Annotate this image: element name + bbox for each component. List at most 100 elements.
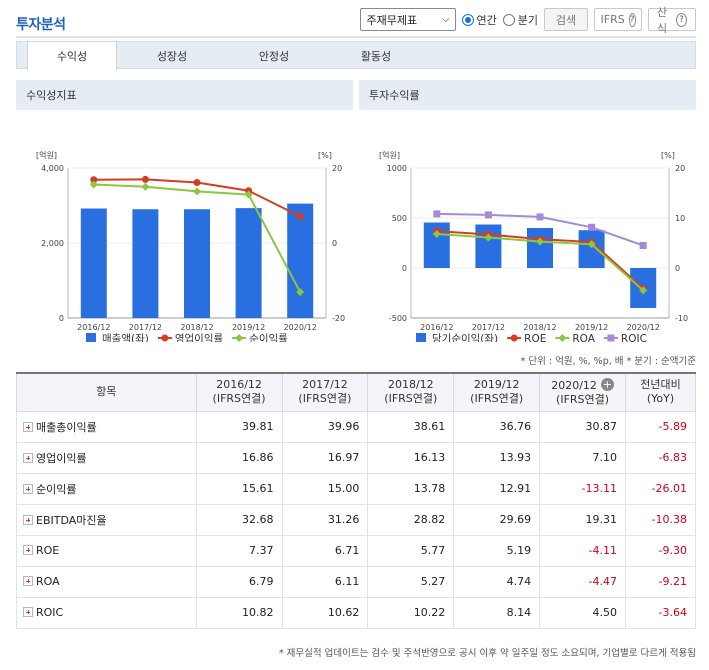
data-point (433, 210, 441, 218)
y-right-tick-label: 0 (332, 239, 337, 248)
search-button-label: 검색 (555, 13, 577, 27)
radio-annual-label: 연간 (476, 13, 497, 27)
ifrs-help-button[interactable]: IFRS ? (594, 8, 642, 31)
x-tick-label: 2020/12 (284, 323, 317, 332)
footer-note: * 재무실적 업데이트는 검수 및 주석반영으로 공시 이후 약 일주일 정도 … (278, 648, 696, 659)
y-left-tick-label: 500 (392, 214, 407, 223)
legend-swatch (416, 333, 426, 342)
x-tick-label: 2019/12 (232, 323, 265, 332)
y-right-tick-label: -10 (675, 314, 688, 323)
chevron-down-icon: ⌵ (441, 14, 450, 25)
y-left-tick-label: 2,000 (41, 239, 64, 248)
radio-quarter-dot[interactable] (502, 13, 515, 26)
chart-title: 투자수익률 (359, 80, 696, 110)
legend-label: ROE (524, 333, 546, 342)
data-point (141, 182, 150, 191)
formula-help-button[interactable]: 산식 ? (648, 6, 696, 35)
y-left-tick-label: 1000 (387, 164, 407, 173)
tab-activity[interactable]: 활동성 (360, 50, 392, 63)
table-cell: 5.27 (367, 565, 455, 598)
legend-label: 영업이익률 (175, 332, 224, 342)
radio-annual[interactable]: 연간 (461, 12, 497, 28)
y-left-tick-label: 0 (59, 314, 64, 323)
row-label-text: EBITDA마진율 (36, 513, 107, 527)
row-label-text: ROA (36, 575, 60, 588)
expand-icon[interactable] (23, 514, 33, 525)
row-label-text: 순이익률 (36, 482, 77, 496)
y-right-unit: [%] (661, 151, 675, 160)
table-cell: 10.62 (281, 596, 369, 629)
table-cell: 6.79 (195, 565, 283, 598)
y-left-unit: [억원] (379, 150, 400, 160)
item-header: 항목 (16, 372, 197, 412)
legend-swatch (510, 334, 518, 342)
radio-quarter[interactable]: 분기 (502, 12, 538, 28)
add-column-icon[interactable]: + (600, 377, 614, 391)
column-sub: (IFRS연결) (298, 392, 352, 406)
column-sub: (IFRS연결) (556, 392, 610, 406)
legend-label: ROIC (621, 333, 647, 342)
column-year: 2016/12 (216, 378, 262, 392)
table-row: 매출총이익률 39.81 39.96 38.61 36.76 30.87 -5.89 (16, 410, 696, 443)
table-cell: 4.74 (453, 565, 541, 598)
search-button[interactable]: 검색 (544, 8, 588, 31)
column-header: 2017/12 (IFRS연결) (281, 372, 369, 412)
x-tick-label: 2017/12 (472, 323, 505, 332)
legend-swatch (235, 334, 244, 342)
yoy-title: 전년대비 (640, 378, 681, 392)
yoy-cell: -9.21 (625, 565, 696, 598)
table-cell: 5.77 (367, 534, 455, 567)
expand-icon[interactable] (23, 607, 33, 617)
table-cell: -4.47 (539, 565, 626, 598)
table-cell: 8.14 (453, 596, 541, 629)
row-label-text: ROE (36, 544, 60, 557)
table-cell: 13.93 (453, 441, 541, 474)
row-label[interactable]: 영업이익률 (16, 441, 197, 474)
expand-icon[interactable] (23, 545, 33, 555)
bar (80, 208, 107, 318)
bar (235, 208, 262, 318)
table-cell: 32.68 (195, 503, 283, 536)
yoy-cell: -3.64 (625, 596, 696, 629)
expand-icon[interactable] (23, 483, 33, 494)
yoy-cell: -10.38 (625, 503, 696, 536)
table-row: 영업이익률 16.86 16.97 16.13 13.93 7.10 -6.83 (16, 441, 696, 474)
row-label[interactable]: ROA (16, 565, 197, 598)
row-label[interactable]: ROE (16, 534, 197, 567)
question-icon: ? (628, 12, 636, 27)
row-label[interactable]: ROIC (16, 596, 197, 629)
yoy-cell: -9.30 (625, 534, 696, 567)
data-point (536, 237, 544, 246)
table-cell: 16.13 (367, 441, 455, 474)
data-point (193, 179, 201, 187)
title-divider (16, 36, 696, 38)
tab-stability[interactable]: 안정성 (258, 50, 290, 63)
x-tick-label: 2019/12 (575, 323, 608, 332)
row-label[interactable]: 매출총이익률 (16, 410, 197, 443)
statement-select[interactable]: 주재무제표 ⌵ (359, 8, 456, 31)
y-left-tick-label: 0 (402, 264, 407, 273)
data-point (244, 190, 253, 199)
row-label-text: 매출총이익률 (36, 420, 97, 434)
ifrs-label: IFRS (600, 13, 625, 26)
data-point (296, 288, 305, 297)
table-cell: 4.50 (539, 596, 626, 629)
unit-note: * 단위 : 억원, %, %p, 배 * 분기 : 순액기준 (520, 356, 696, 367)
row-label[interactable]: 순이익률 (16, 472, 197, 505)
table-cell: 12.91 (453, 472, 541, 505)
row-label[interactable]: EBITDA마진율 (16, 503, 197, 536)
profitability-table: 항목 2016/12 (IFRS연결) 2017/12 (IFRS연결) 2018/… (16, 372, 696, 629)
radio-annual-dot[interactable] (461, 13, 474, 26)
expand-icon[interactable] (23, 452, 33, 463)
tab-growth[interactable]: 성장성 (156, 50, 188, 63)
y-left-unit: [억원] (36, 150, 57, 160)
profitability-chart: [억원] [%] 4,000 2,000 0 20 0 -20 2016/12 2017/12 20… (36, 150, 345, 342)
expand-icon[interactable] (23, 576, 33, 586)
x-tick-label: 2018/12 (523, 323, 556, 332)
table-cell: 15.61 (195, 472, 283, 505)
column-year: 2017/12 (302, 378, 348, 392)
table-cell: 36.76 (453, 410, 541, 443)
tab-profitability[interactable]: 수익성 (27, 41, 117, 70)
table-cell: -4.11 (539, 534, 626, 567)
expand-icon[interactable] (23, 421, 33, 432)
